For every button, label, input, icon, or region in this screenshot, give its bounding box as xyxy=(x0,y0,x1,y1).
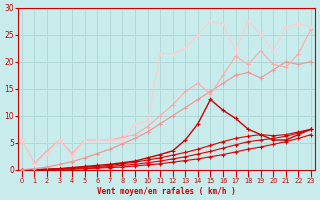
X-axis label: Vent moyen/en rafales ( km/h ): Vent moyen/en rafales ( km/h ) xyxy=(97,187,236,196)
